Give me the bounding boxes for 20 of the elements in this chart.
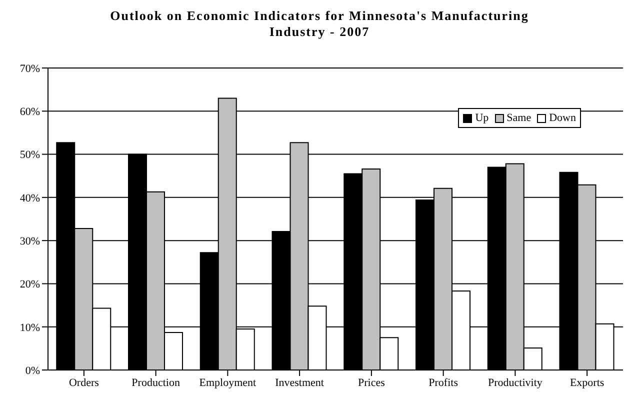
chart-title: Outlook on Economic Indicators for Minnesota's Manufacturing Industry - 2007 xyxy=(110,8,530,40)
y-tick-label: 70% xyxy=(20,62,40,75)
x-tick-label: Production xyxy=(132,376,180,389)
legend-label: Up xyxy=(474,111,489,125)
y-tick-label: 10% xyxy=(20,322,40,334)
y-tick-label: 50% xyxy=(20,149,40,162)
x-tick-label: Investment xyxy=(275,376,324,389)
x-tick-label: Prices xyxy=(358,376,385,389)
x-tick-label: Exports xyxy=(570,376,604,389)
y-tick-label: 30% xyxy=(20,235,40,248)
x-tick-label: Employment xyxy=(199,376,256,389)
legend-label: Down xyxy=(548,111,576,125)
y-tick-label: 0% xyxy=(25,364,40,377)
legend-label: Same xyxy=(506,111,532,125)
x-tick-label: Orders xyxy=(68,376,99,389)
x-tick-label: Profits xyxy=(428,376,458,389)
y-tick-label: 40% xyxy=(20,192,40,204)
y-tick-label: 60% xyxy=(20,106,40,118)
y-tick-label: 20% xyxy=(20,278,40,291)
x-tick-label: Productivity xyxy=(488,376,543,389)
